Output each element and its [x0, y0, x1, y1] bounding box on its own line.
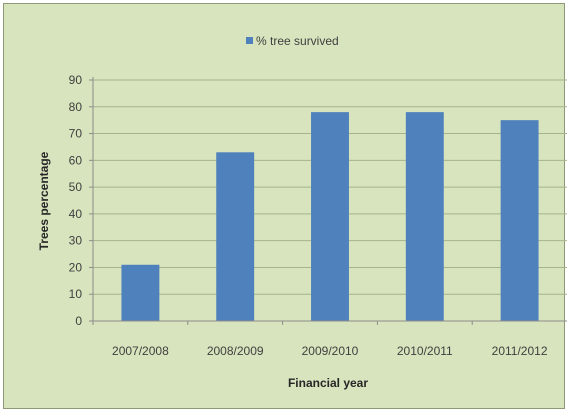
y-tick-labels: 0 10 20 30 40 50 60 70 80 90 — [69, 73, 83, 328]
x-tick-label: 2011/2012 — [492, 344, 548, 358]
y-tick-label: 80 — [69, 100, 83, 114]
y-tick-label: 20 — [69, 260, 83, 274]
y-tick-label: 30 — [69, 234, 83, 248]
bar — [406, 112, 444, 321]
x-tick-label: 2009/2010 — [302, 344, 359, 358]
legend-swatch — [246, 37, 253, 44]
legend-label: % tree survived — [256, 34, 339, 48]
y-tick-label: 50 — [69, 180, 83, 194]
bar — [121, 265, 159, 321]
y-tick-label: 70 — [69, 127, 83, 141]
y-tick-label: 0 — [75, 314, 82, 328]
y-axis-title: Trees percentage — [37, 151, 51, 250]
bar — [501, 120, 539, 321]
x-axis-title: Financial year — [288, 376, 368, 390]
x-tick-label: 2007/2008 — [112, 344, 169, 358]
x-tick-labels: 2007/2008 2008/2009 2009/2010 2010/2011 2011… — [112, 344, 548, 358]
bar — [311, 112, 349, 321]
legend: % tree survived — [246, 34, 339, 48]
x-tick-label: 2010/2011 — [397, 344, 453, 358]
bar — [216, 152, 254, 321]
y-tick-label: 60 — [69, 153, 83, 167]
x-tick-label: 2008/2009 — [207, 344, 264, 358]
y-tick-label: 90 — [69, 73, 83, 87]
y-tick-label: 10 — [69, 287, 83, 301]
y-tick-label: 40 — [69, 207, 83, 221]
bars — [121, 112, 538, 321]
